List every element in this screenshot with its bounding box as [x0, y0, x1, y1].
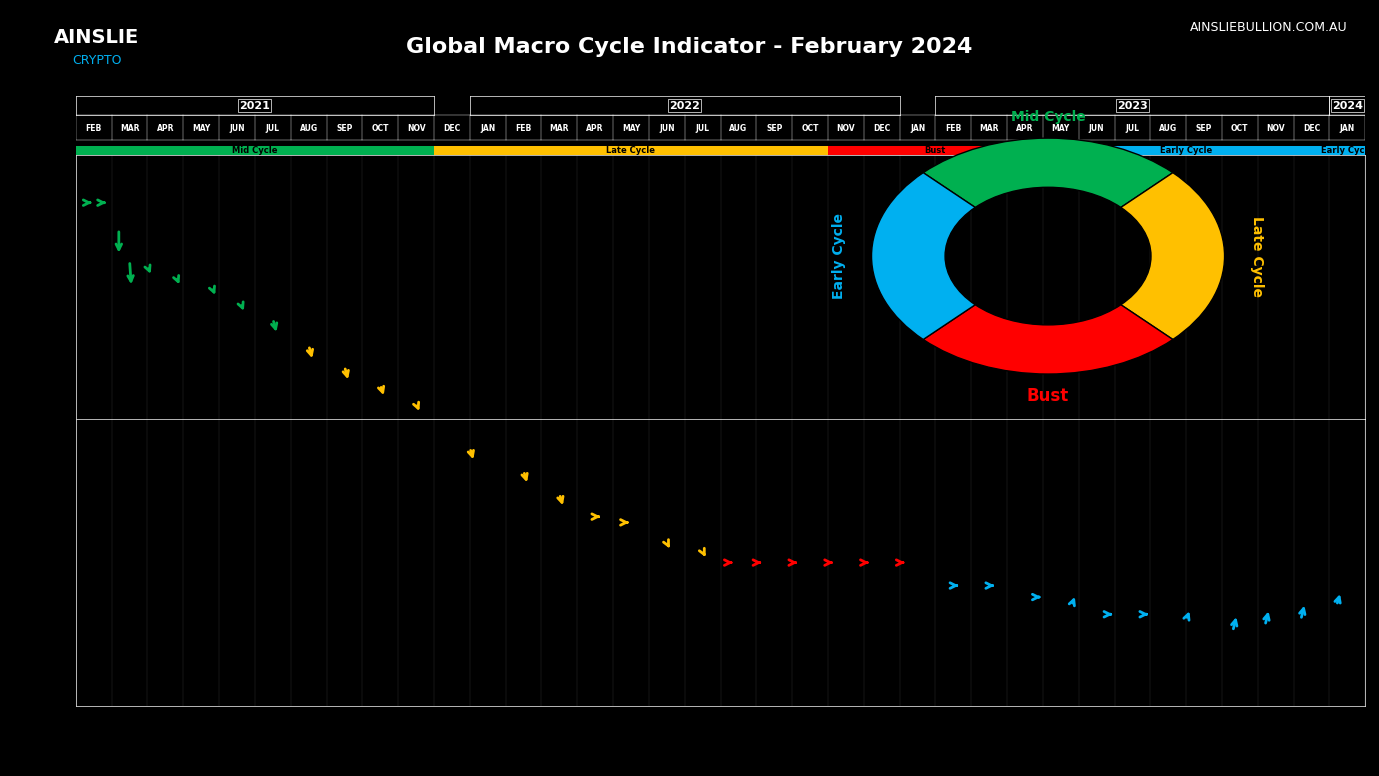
Text: FEB: FEB [945, 124, 961, 133]
Text: JAN: JAN [1339, 124, 1356, 133]
Text: OCT: OCT [1231, 124, 1248, 133]
Text: AUG: AUG [299, 124, 317, 133]
Bar [434, 146, 827, 155]
Text: AINSLIE: AINSLIE [54, 28, 139, 47]
Bar [827, 146, 1043, 155]
Text: JUN: JUN [229, 124, 245, 133]
Text: Early Cycle: Early Cycle [1160, 146, 1212, 155]
Text: MAY: MAY [622, 124, 640, 133]
Bar [76, 146, 434, 155]
Bar [1329, 146, 1365, 155]
Text: 2023: 2023 [1117, 101, 1147, 110]
Text: MAR: MAR [979, 124, 998, 133]
Text: JUN: JUN [659, 124, 674, 133]
Text: CRYPTO: CRYPTO [72, 54, 121, 67]
Text: 2024: 2024 [1332, 101, 1362, 110]
Wedge shape [923, 138, 1174, 207]
Text: JAN: JAN [910, 124, 925, 133]
Text: Global Macro Cycle Indicator - February 2024: Global Macro Cycle Indicator - February … [407, 36, 972, 57]
Text: 2022: 2022 [669, 101, 701, 110]
Wedge shape [872, 173, 975, 339]
Text: MAR: MAR [120, 124, 139, 133]
Text: AINSLIEBULLION.COM.AU: AINSLIEBULLION.COM.AU [1190, 22, 1347, 34]
Text: Early Cycle: Early Cycle [1321, 146, 1373, 155]
Text: JUL: JUL [266, 124, 280, 133]
Text: NOV: NOV [407, 124, 425, 133]
Text: APR: APR [1016, 124, 1034, 133]
Text: JUL: JUL [695, 124, 710, 133]
Text: AUG: AUG [1160, 124, 1178, 133]
Text: APR: APR [157, 124, 174, 133]
Text: JUL: JUL [1125, 124, 1139, 133]
Text: AUG: AUG [729, 124, 747, 133]
Text: Late Cycle: Late Cycle [1249, 216, 1265, 296]
Text: SEP: SEP [767, 124, 782, 133]
Text: Early Cycle: Early Cycle [832, 213, 847, 299]
Wedge shape [1121, 173, 1225, 339]
Text: FEB: FEB [85, 124, 102, 133]
Text: FEB: FEB [516, 124, 532, 133]
Text: Mid Cycle: Mid Cycle [1011, 109, 1085, 123]
Wedge shape [923, 305, 1174, 374]
Text: 2021: 2021 [240, 101, 270, 110]
Text: Mid Cycle: Mid Cycle [232, 146, 277, 155]
Text: Bust: Bust [925, 146, 946, 155]
Text: MAR: MAR [550, 124, 570, 133]
Text: JAN: JAN [480, 124, 495, 133]
Text: DEC: DEC [873, 124, 891, 133]
Text: OCT: OCT [801, 124, 819, 133]
Text: JUN: JUN [1089, 124, 1105, 133]
Text: NOV: NOV [837, 124, 855, 133]
Text: MAY: MAY [1052, 124, 1070, 133]
Text: DEC: DEC [443, 124, 461, 133]
Text: MAY: MAY [192, 124, 211, 133]
Text: NOV: NOV [1266, 124, 1285, 133]
Bar [1043, 146, 1329, 155]
Text: SEP: SEP [1196, 124, 1212, 133]
Text: Late Cycle: Late Cycle [607, 146, 655, 155]
Text: SEP: SEP [336, 124, 353, 133]
Text: APR: APR [586, 124, 604, 133]
Text: Bust: Bust [1027, 386, 1069, 404]
Text: OCT: OCT [371, 124, 389, 133]
Text: DEC: DEC [1303, 124, 1320, 133]
